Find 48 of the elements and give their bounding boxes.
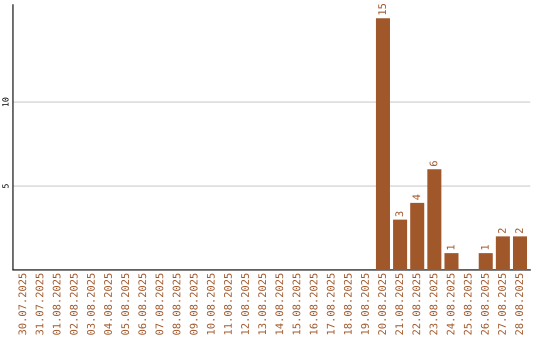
x-tick-label: 12.08.2025 — [241, 274, 249, 334]
x-tick-label: 28.08.2025 — [515, 274, 524, 335]
x-tick-label: 25.08.2025 — [464, 274, 472, 335]
data-label: 1 — [446, 245, 454, 250]
x-tick-label: 10.08.2025 — [206, 274, 215, 334]
x-tick-label: 07.08.2025 — [155, 274, 164, 335]
y-tick-label: 5 — [2, 184, 9, 188]
bar — [410, 202, 424, 270]
x-tick-label: 27.08.2025 — [498, 274, 506, 335]
data-label: 2 — [515, 228, 523, 234]
x-tick-label: 11.08.2025 — [224, 274, 232, 334]
x-tick-label: 22.08.2025 — [412, 274, 420, 335]
x-tick-label: 30.07.2025 — [18, 274, 26, 335]
x-tick-label: 16.08.2025 — [310, 274, 318, 334]
data-label: 2 — [498, 228, 506, 234]
data-label: 15 — [378, 4, 386, 14]
bar — [478, 253, 493, 270]
x-tick-label: 01.08.2025 — [52, 274, 61, 335]
x-tick-label: 15.08.2025 — [292, 274, 300, 334]
bar — [427, 169, 442, 270]
x-tick-label: 21.08.2025 — [395, 274, 404, 335]
x-tick-label: 17.08.2025 — [326, 274, 335, 334]
x-tick-label: 03.08.2025 — [86, 274, 95, 335]
data-label: 6 — [430, 161, 438, 166]
bar — [444, 253, 459, 270]
x-tick-label: 05.08.2025 — [121, 274, 130, 335]
data-label: 1 — [481, 245, 489, 250]
x-tick-label: 26.08.2025 — [480, 274, 489, 335]
y-tick-label: 10 — [2, 98, 9, 106]
bar — [393, 220, 408, 270]
bar — [512, 236, 528, 270]
x-tick-label: 23.08.2025 — [430, 274, 438, 335]
bar — [496, 236, 510, 270]
x-tick-label: 09.08.2025 — [190, 274, 198, 335]
x-tick-label: 14.08.2025 — [275, 274, 284, 334]
x-tick-label: 06.08.2025 — [138, 274, 146, 335]
x-tick-label: 20.08.2025 — [378, 274, 386, 335]
x-tick-label: 24.08.2025 — [446, 274, 455, 335]
x-tick-label: 08.08.2025 — [172, 274, 180, 335]
data-label: 3 — [395, 212, 404, 216]
bar — [376, 18, 390, 270]
x-tick-label: 04.08.2025 — [104, 274, 112, 335]
x-tick-label: 19.08.2025 — [361, 274, 369, 334]
x-tick-label: 18.08.2025 — [344, 274, 352, 334]
x-tick-label: 13.08.2025 — [258, 274, 266, 334]
x-tick-label: 31.07.2025 — [36, 274, 44, 335]
x-tick-label: 02.08.2025 — [70, 274, 78, 335]
data-label: 4 — [412, 194, 420, 200]
